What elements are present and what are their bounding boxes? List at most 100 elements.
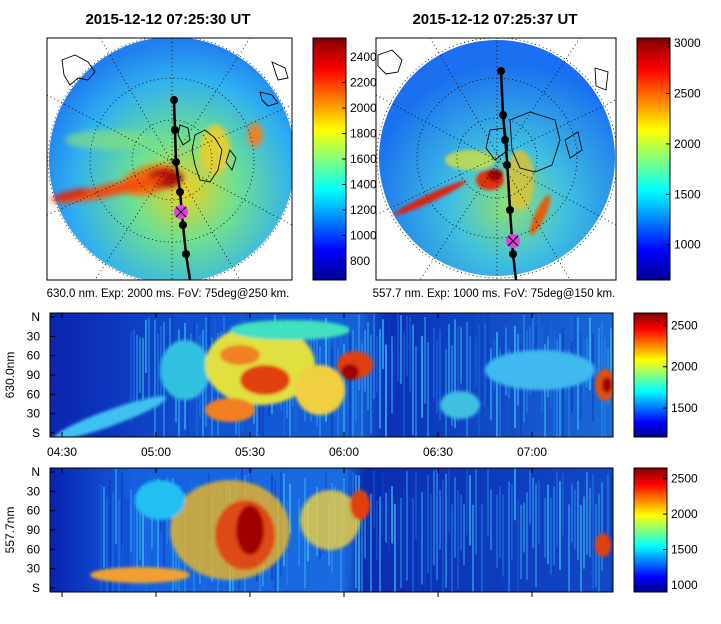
left-coastlines xyxy=(61,54,289,183)
keogram-557-streak xyxy=(382,472,384,536)
keogram-630-streak xyxy=(136,334,138,416)
keogram-630-streak xyxy=(148,317,150,401)
keogram-630-x-tick-label: 05:30 xyxy=(235,445,265,459)
keogram-557-streak xyxy=(367,503,369,578)
left-grid-circles xyxy=(47,38,292,280)
keogram-557-streak xyxy=(460,494,462,551)
keogram-557-streak xyxy=(490,489,492,551)
keogram-630-streak xyxy=(424,316,426,404)
keogram-630-streak xyxy=(349,327,351,437)
left-satellite-track xyxy=(170,96,192,280)
keogram-557-streak xyxy=(151,497,153,549)
keogram-557-streak xyxy=(100,483,102,592)
keogram-557-streak xyxy=(541,492,543,580)
keogram-630-streak xyxy=(466,321,468,437)
left-panel-title: 2015-12-12 07:25:30 UT xyxy=(85,11,250,28)
keogram-557-streak xyxy=(502,494,504,577)
keogram-630-streak xyxy=(361,343,363,437)
keogram-557-streak xyxy=(532,477,534,548)
keogram-557-streak xyxy=(418,504,420,592)
keogram-630-streak xyxy=(211,337,213,437)
keogram-630-streak xyxy=(499,349,501,437)
keogram-630-x-tick-label: 05:00 xyxy=(141,445,171,459)
keogram-630-streak xyxy=(592,333,594,422)
keogram-557-streak xyxy=(448,468,450,533)
keogram-630-streak xyxy=(391,336,393,414)
keogram-557-y-tick-label: 60 xyxy=(27,504,41,518)
right-panel-frame xyxy=(375,37,617,281)
keogram-557-streak xyxy=(604,488,606,545)
keogram-630-streak xyxy=(478,323,480,437)
keogram-557-y-tick-label: N xyxy=(31,465,40,479)
keogram-557-streak xyxy=(589,487,591,558)
right-satellite-track xyxy=(497,67,520,280)
keogram-557-streak xyxy=(427,475,429,573)
keogram-557-streak xyxy=(136,502,138,583)
keogram-557-streak xyxy=(475,468,477,555)
keogram-630-streak xyxy=(385,344,387,437)
keogram-557-streak xyxy=(559,481,561,570)
left-colorbar-tick-label: 1200 xyxy=(350,203,377,217)
keogram-630-streak xyxy=(511,343,513,437)
keogram-557-streak xyxy=(169,491,171,552)
keogram-557-streak xyxy=(298,498,300,567)
keogram-557-streak xyxy=(550,497,552,575)
left-panel-caption: 630.0 nm. Exp: 2000 ms. FoV: 75deg@250 k… xyxy=(47,288,290,300)
keogram-557-streak xyxy=(157,478,159,575)
keogram-630-streak xyxy=(472,317,474,369)
keogram-630-streak xyxy=(598,327,600,398)
keogram-557-streak xyxy=(295,473,297,568)
keogram-630-streak xyxy=(433,327,435,399)
keogram-557-y-tick-label: 60 xyxy=(27,542,41,556)
keogram-557-streak xyxy=(430,493,432,592)
keogram-557-streak xyxy=(487,469,489,536)
left-colorbar-tick-label: 2200 xyxy=(350,76,377,90)
keogram-630-streak xyxy=(589,317,591,391)
keogram-630-streak xyxy=(460,327,462,384)
keogram-630-streak xyxy=(436,339,438,414)
left-colorbar-tick-label: 1800 xyxy=(350,127,377,141)
keogram-557-streak xyxy=(484,474,486,538)
keogram-557-streak xyxy=(511,483,513,560)
keogram-630-streak xyxy=(154,319,156,437)
keogram-557-colorbar: 1000 1500 2000 2500 xyxy=(633,467,698,593)
keogram-557-streak xyxy=(106,497,108,592)
keogram-630-streak xyxy=(448,324,450,403)
keogram-557-streak xyxy=(514,468,516,521)
keogram-557-streak xyxy=(370,494,372,592)
keogram-557-streak xyxy=(376,500,378,560)
keogram-557-colorbar-tick-label: 2500 xyxy=(671,472,698,486)
keogram-557-streak xyxy=(358,475,360,592)
keogram-630-colorbar-tick-label: 1500 xyxy=(671,401,698,415)
keogram-630-x-tick-label: 04:30 xyxy=(47,445,77,459)
keogram-557-streak xyxy=(421,492,423,585)
keogram-630-x-tick-label: 06:00 xyxy=(329,445,359,459)
keogram-557-streak xyxy=(361,494,363,592)
keogram-557-streak xyxy=(568,504,570,592)
keogram-630-colorbar-tick-label: 2500 xyxy=(671,318,698,332)
keogram-557-streak xyxy=(481,504,483,592)
keogram-557-streak xyxy=(574,489,576,549)
keogram-630-streak xyxy=(451,345,453,426)
keogram-557-streak xyxy=(526,492,528,580)
keogram-557-streak xyxy=(292,501,294,592)
keogram-557-streak xyxy=(451,504,453,592)
right-colorbar-tick-label: 2000 xyxy=(674,137,701,151)
keogram-557-streak xyxy=(373,470,375,529)
keogram-557-yticks: N 30 60 90 60 30 S xyxy=(27,465,55,595)
keogram-630-y-tick-label: S xyxy=(32,426,40,440)
keogram-557-xticks xyxy=(61,468,533,597)
keogram-630-plot xyxy=(50,313,613,437)
keogram-557-colorbar-tick-label: 2000 xyxy=(671,507,698,521)
keogram-630-streak xyxy=(409,317,411,392)
keogram-557-streak xyxy=(538,480,540,545)
keogram-630-streak xyxy=(394,335,396,396)
keogram-557-streak xyxy=(115,468,117,545)
right-colorbar-tick-label: 1500 xyxy=(674,187,701,201)
keogram-630-y-tick-label: 60 xyxy=(27,349,41,363)
keogram-557-streak xyxy=(379,496,381,592)
keogram-630-streak xyxy=(487,314,489,406)
keogram-630-ylabel: 630.0nm xyxy=(3,352,17,399)
keogram-557-streak xyxy=(463,504,465,566)
keogram-630-xticks: 04:30 05:00 05:30 06:00 06:30 07:00 xyxy=(47,313,547,459)
